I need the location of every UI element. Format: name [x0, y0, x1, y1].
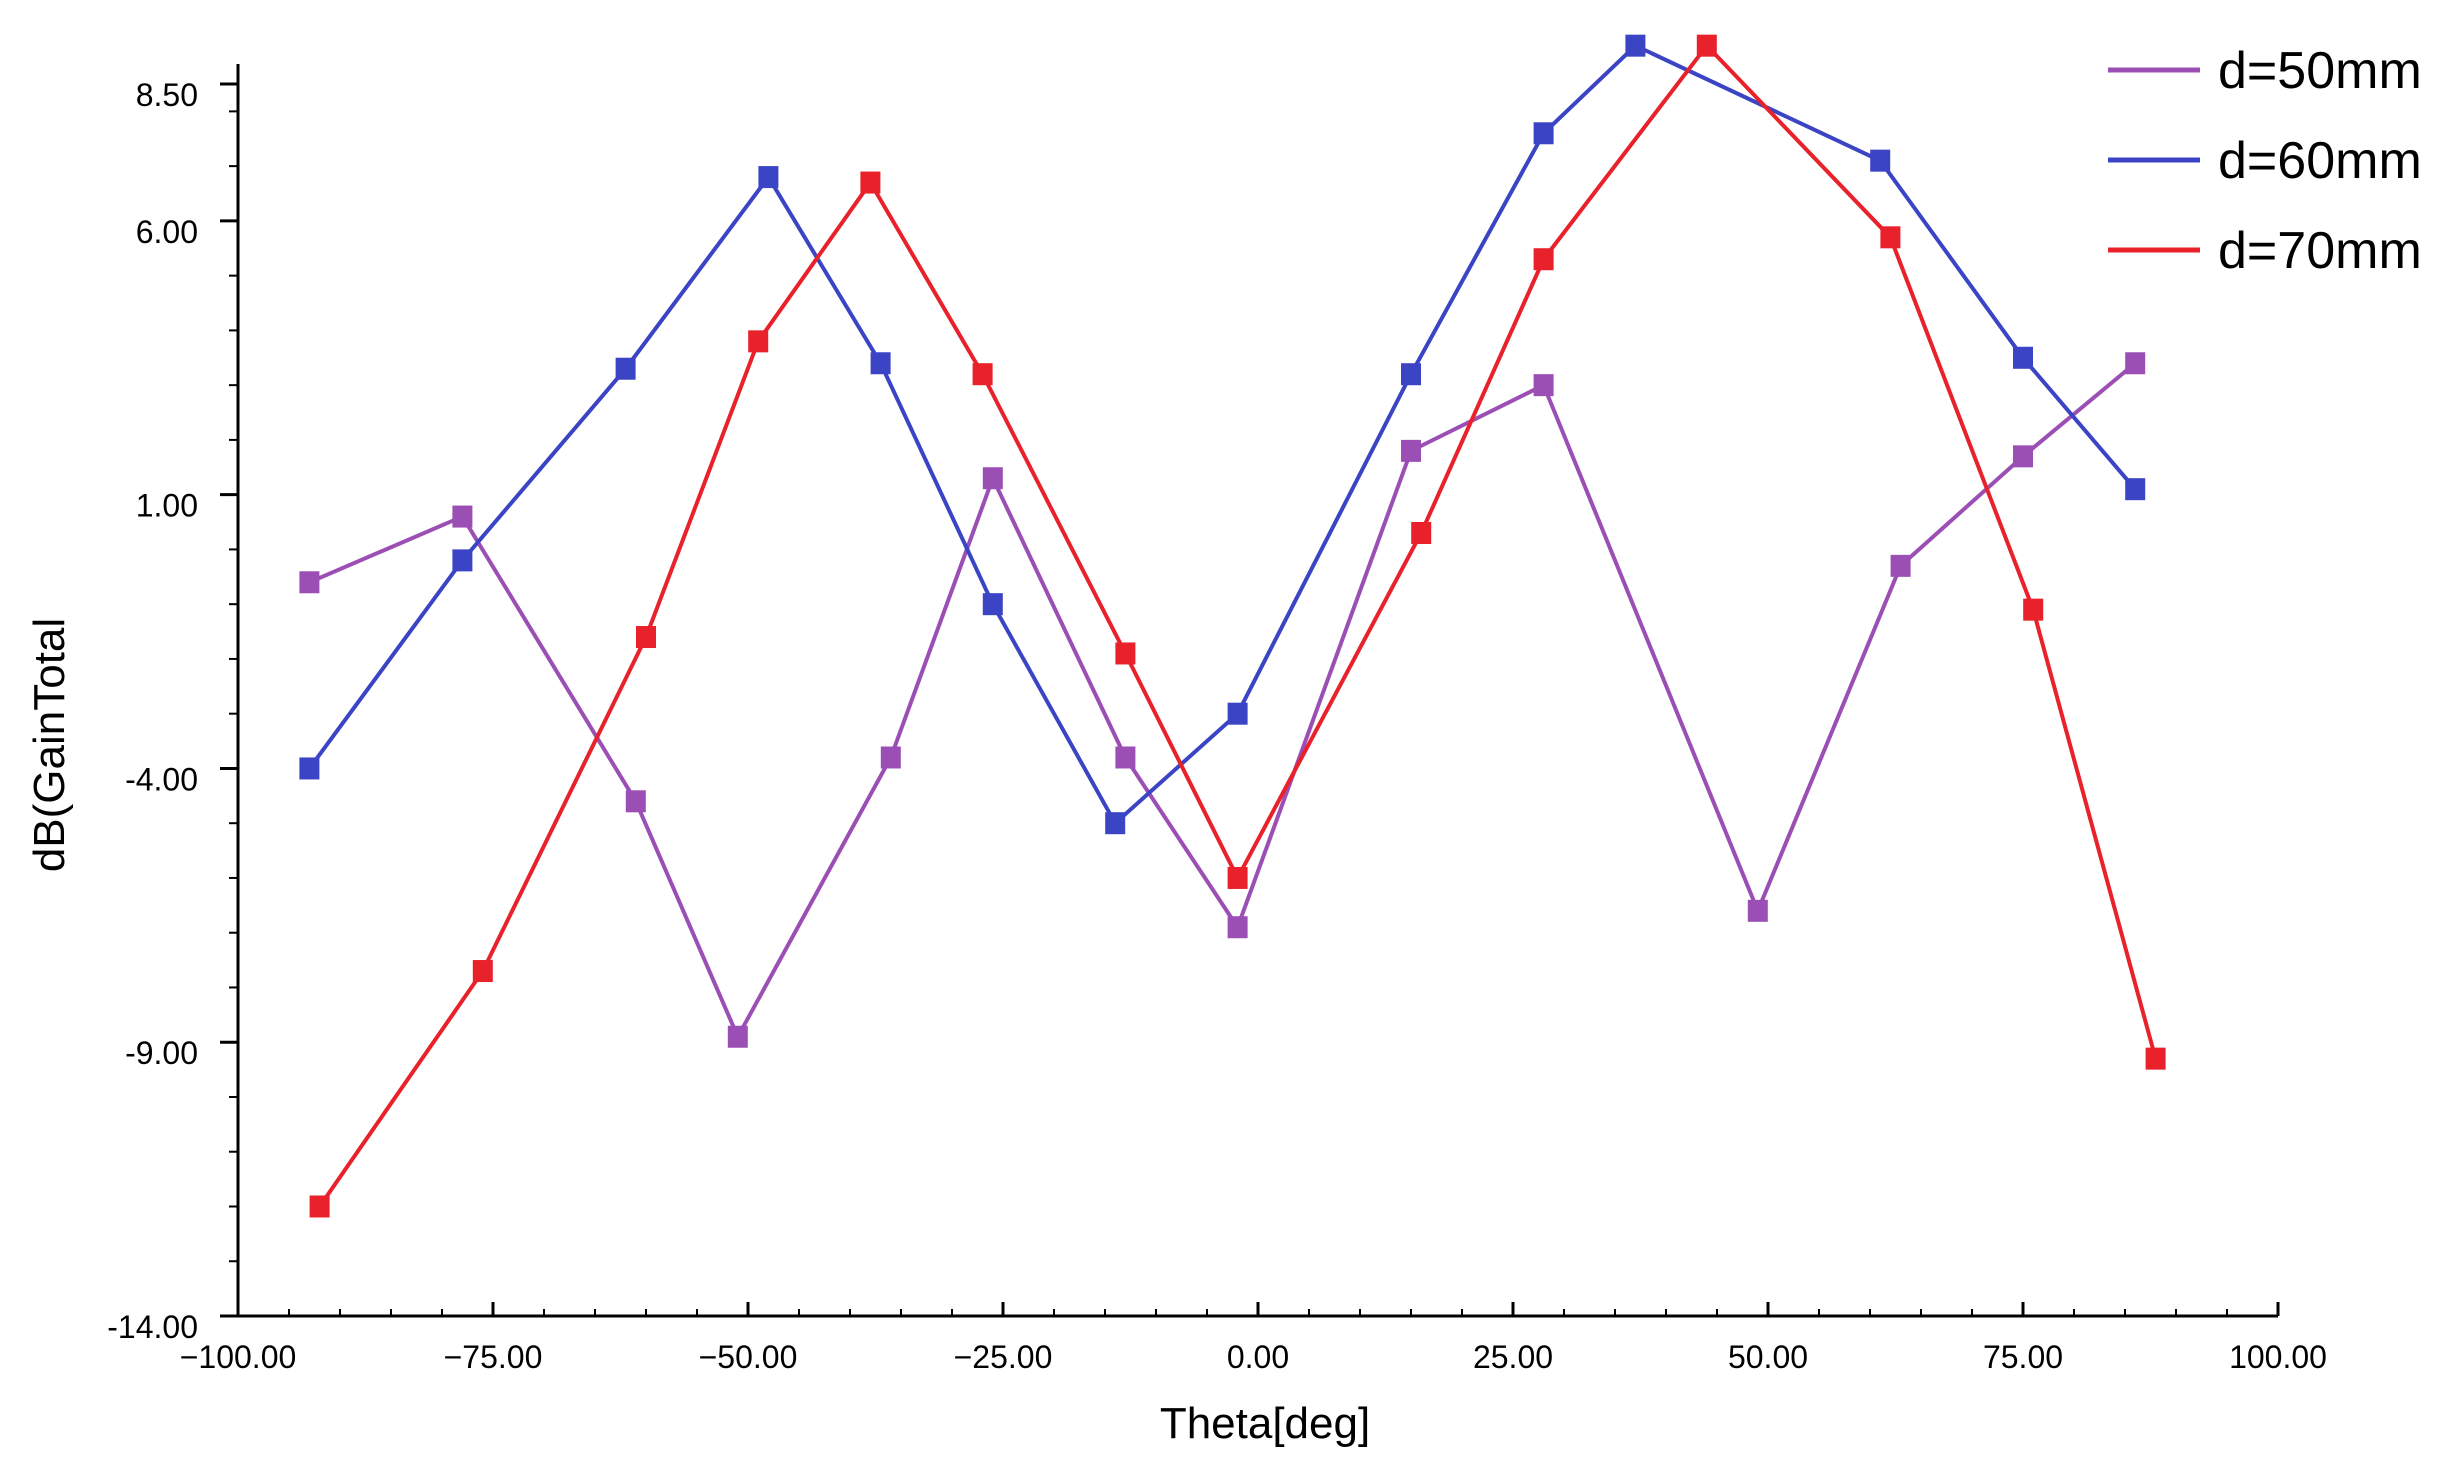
series-line — [308, 361, 2137, 1039]
data-point — [1533, 248, 1554, 271]
axes: −100.00 −75.00 −50.00 −25.00 0.00 25.00 50.00 7… — [107, 64, 2327, 1375]
data-point — [299, 757, 320, 780]
data-point — [1533, 374, 1554, 397]
legend-label: d=50mm — [2218, 42, 2422, 100]
y-tick-label: 8.50 — [136, 77, 198, 113]
y-axis-title: dB(GainTotal — [25, 618, 74, 872]
data-point — [1115, 746, 1136, 769]
data-point — [1227, 916, 1248, 939]
y-tick-label: -4.00 — [125, 761, 198, 797]
legend-item: d=60mm — [2108, 132, 2422, 190]
legend-item: d=70mm — [2108, 222, 2422, 280]
series-d=70mm — [309, 34, 2166, 1218]
data-point — [452, 505, 473, 528]
x-tick-label: 100.00 — [2229, 1339, 2327, 1375]
data-point — [748, 330, 769, 353]
x-tick-label: −50.00 — [699, 1339, 798, 1375]
x-tick-label: −100.00 — [180, 1339, 297, 1375]
data-point — [1880, 226, 1901, 249]
x-tick-label: −25.00 — [954, 1339, 1053, 1375]
series-line — [317, 43, 2158, 1208]
series-layer — [299, 34, 2166, 1218]
data-point — [972, 363, 993, 386]
x-tick-label: 25.00 — [1473, 1339, 1553, 1375]
data-point — [1115, 642, 1136, 665]
y-tick-label: -14.00 — [107, 1309, 198, 1345]
series-line — [307, 43, 2137, 826]
x-tick-label: 0.00 — [1227, 1339, 1289, 1375]
x-tick-label: 75.00 — [1983, 1339, 2063, 1375]
y-tick-label: 6.00 — [136, 214, 198, 250]
data-point — [1747, 899, 1768, 922]
data-point — [1411, 521, 1432, 544]
legend-label: d=70mm — [2218, 222, 2422, 280]
data-point — [982, 467, 1003, 490]
data-point — [982, 593, 1003, 616]
data-point — [860, 171, 881, 194]
x-tick-label: 50.00 — [1728, 1339, 1808, 1375]
data-point — [1227, 702, 1248, 725]
data-point — [472, 960, 493, 983]
data-point — [452, 549, 473, 572]
data-point — [2023, 598, 2044, 621]
y-tick-label: -9.00 — [125, 1035, 198, 1071]
data-point — [727, 1025, 748, 1048]
data-point — [1890, 554, 1911, 577]
series-d=60mm — [299, 34, 2146, 835]
data-point — [1105, 812, 1126, 835]
data-point — [1625, 34, 1646, 57]
data-point — [1401, 363, 1421, 386]
x-tick-label: −75.00 — [444, 1339, 543, 1375]
data-point — [1401, 439, 1421, 462]
y-tick-label: 1.00 — [136, 488, 198, 524]
data-point — [1870, 149, 1891, 172]
data-point — [1533, 122, 1554, 145]
data-point — [636, 626, 656, 649]
data-point — [1227, 866, 1248, 889]
x-axis-title: Theta[deg] — [1160, 1399, 1370, 1448]
data-point — [615, 357, 636, 380]
legend-item: d=50mm — [2108, 42, 2422, 100]
data-point — [625, 790, 646, 813]
data-point — [2125, 352, 2146, 375]
data-point — [2013, 346, 2033, 369]
legend: d=50mm d=60mm d=70mm — [2108, 42, 2422, 280]
data-point — [880, 746, 901, 769]
data-point — [2125, 478, 2146, 501]
data-point — [2013, 445, 2033, 468]
data-point — [870, 352, 891, 375]
series-d=50mm — [299, 352, 2146, 1048]
data-point — [299, 571, 320, 594]
legend-label: d=60mm — [2218, 132, 2422, 190]
data-point — [309, 1195, 330, 1218]
data-point — [758, 166, 779, 189]
data-point — [1696, 34, 1717, 57]
data-point — [2145, 1047, 2166, 1070]
